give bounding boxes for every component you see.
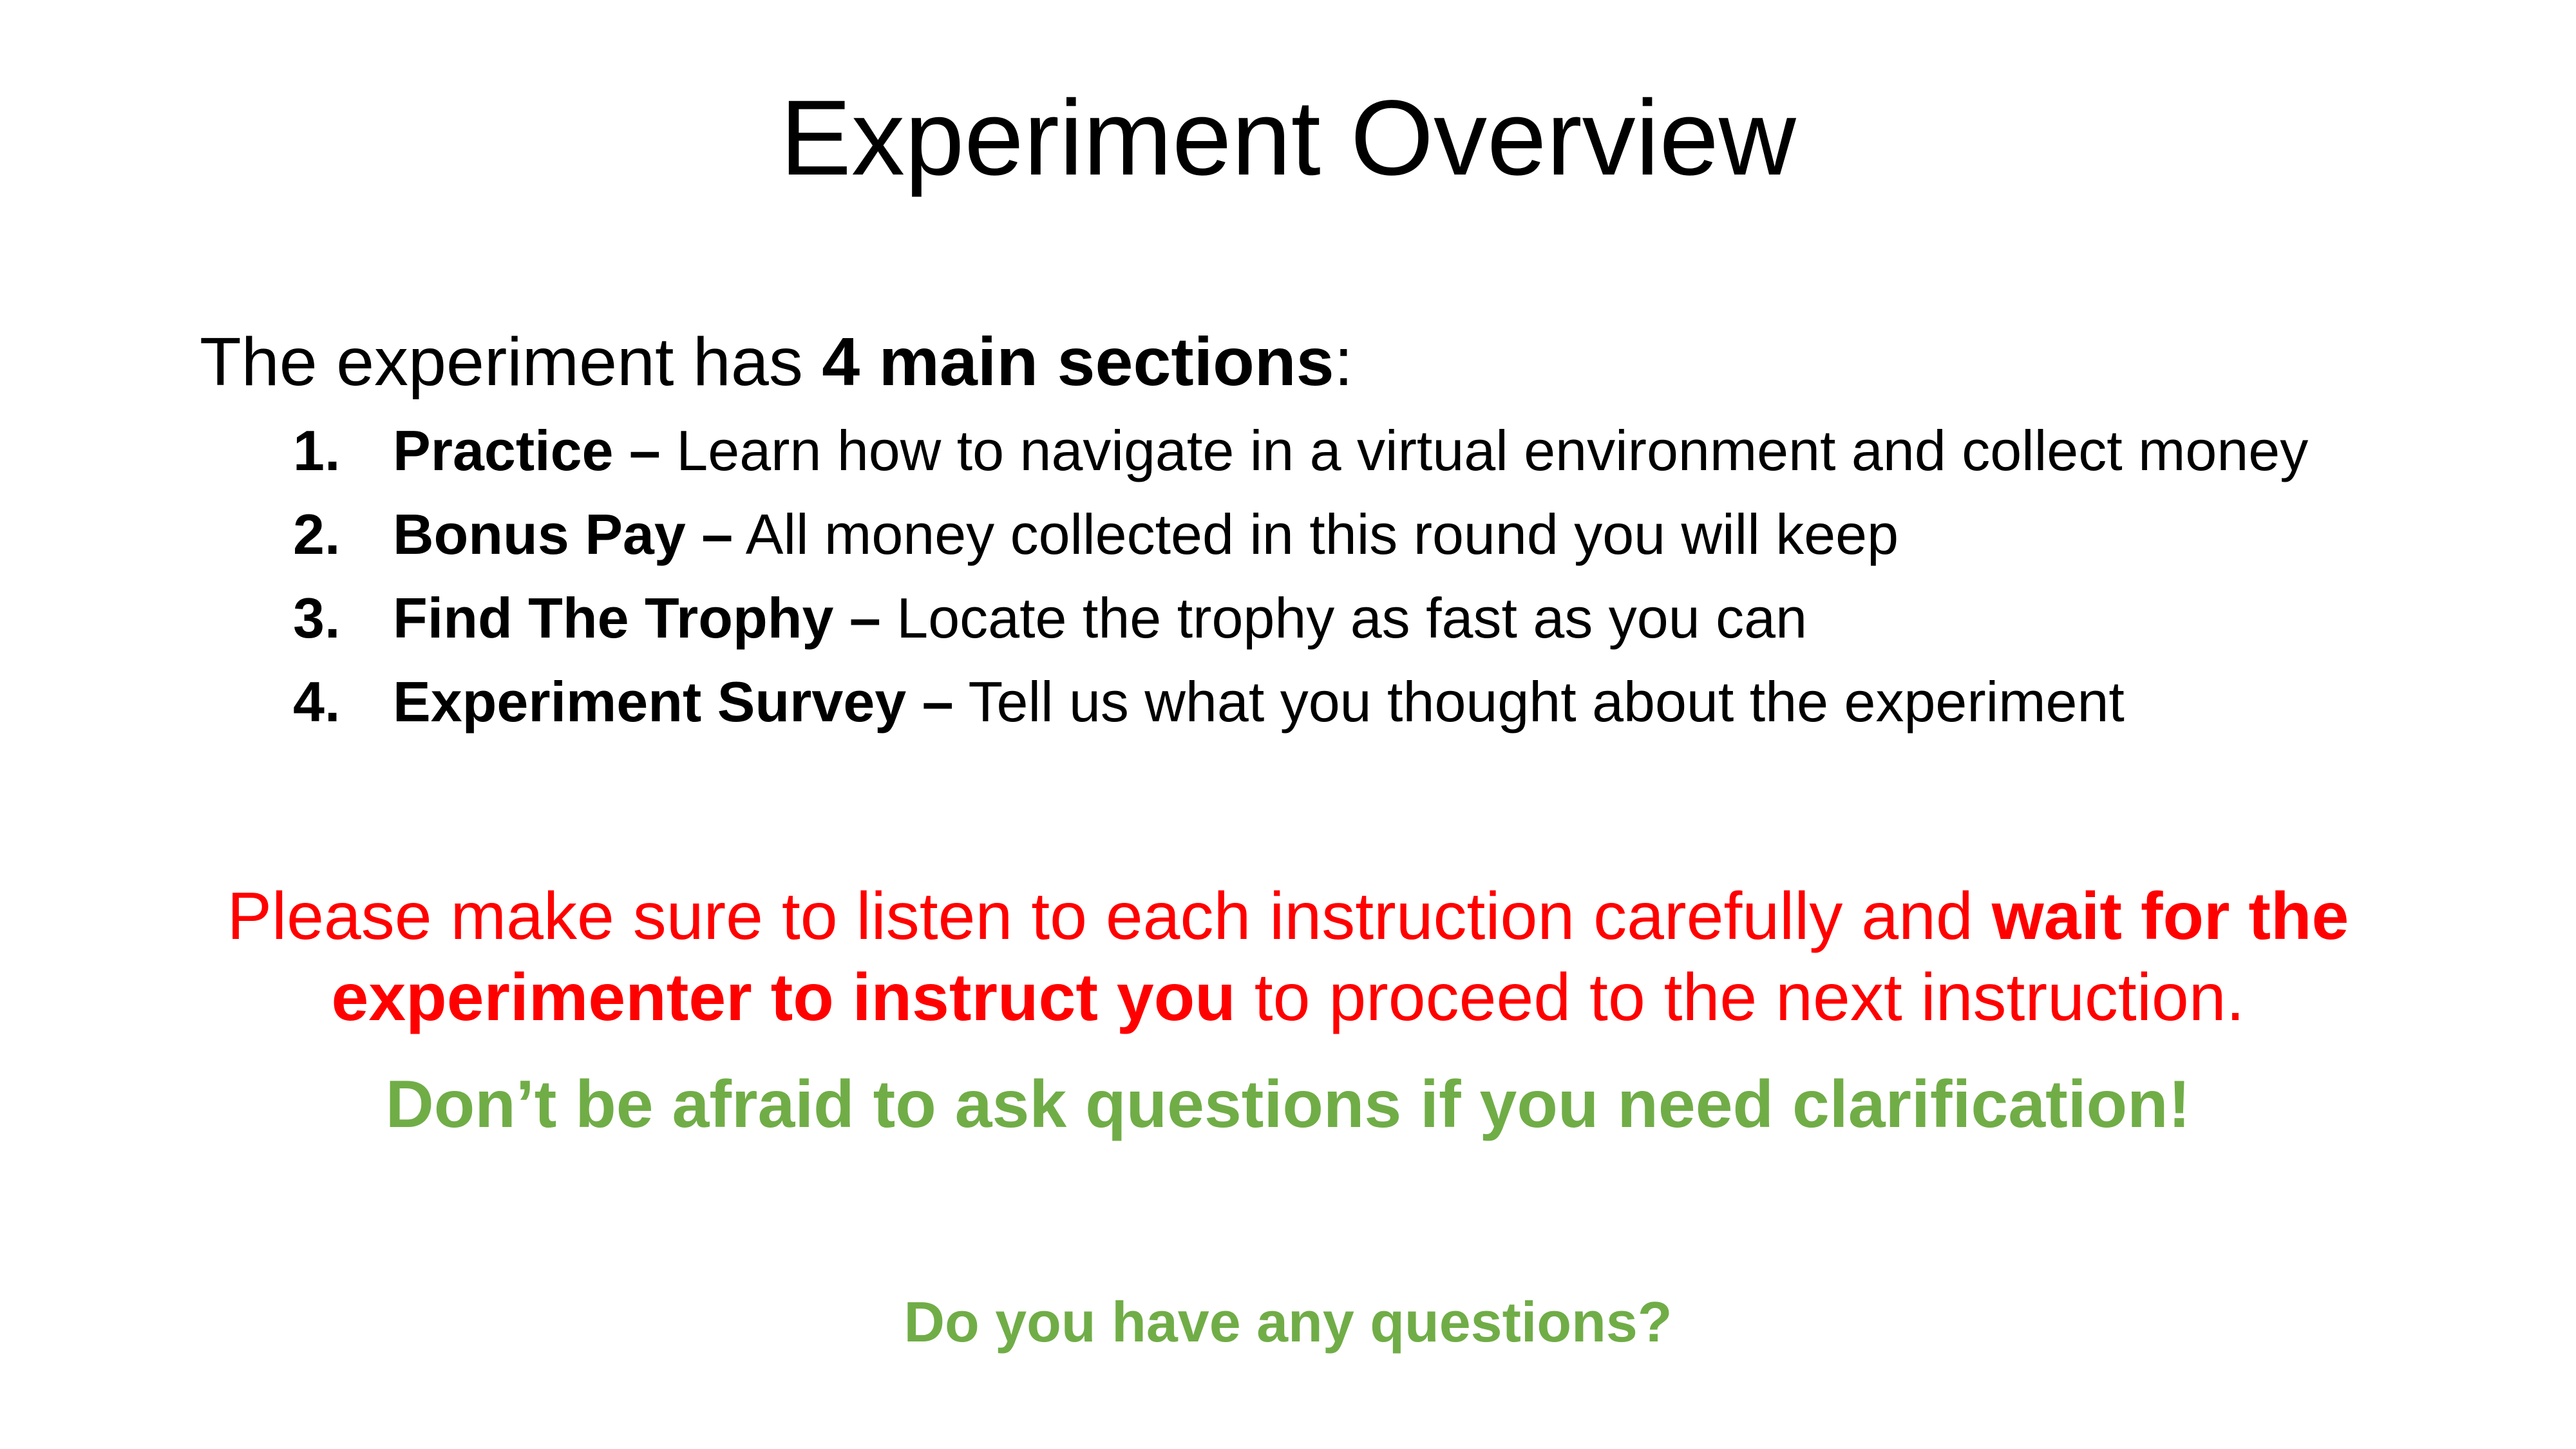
instruction-note-emphasis-2: experimenter to instruct you xyxy=(331,960,1235,1035)
section-name: Find The Trophy – xyxy=(393,586,881,650)
slide-title: Experiment Overview xyxy=(0,77,2576,200)
encouragement-note: Don’t be afraid to ask questions if you … xyxy=(0,1064,2576,1145)
instruction-note-emphasis-1: wait for the xyxy=(1992,879,2349,954)
section-item-bonus-pay: 2. Bonus Pay – All money collected in thi… xyxy=(293,501,2308,585)
section-name: Practice – xyxy=(393,419,661,482)
section-name: Bonus Pay – xyxy=(393,502,733,566)
intro-emphasis: 4 main sections xyxy=(822,324,1334,400)
section-number: 2. xyxy=(293,501,393,568)
intro-line: The experiment has 4 main sections: xyxy=(200,322,1353,402)
instruction-note-part2: to proceed to the next instruction. xyxy=(1236,960,2245,1035)
instruction-note-part1: Please make sure to listen to each instr… xyxy=(227,879,1992,954)
closing-question: Do you have any questions? xyxy=(0,1288,2576,1356)
section-description: Learn how to navigate in a virtual envir… xyxy=(661,419,2308,482)
section-number: 3. xyxy=(293,585,393,652)
intro-prefix: The experiment has xyxy=(200,324,822,400)
section-item-find-the-trophy: 3. Find The Trophy – Locate the trophy as… xyxy=(293,585,2308,668)
section-description: Locate the trophy as fast as you can xyxy=(881,586,1807,650)
section-number: 1. xyxy=(293,417,393,484)
sections-list: 1. Practice – Learn how to navigate in a … xyxy=(293,417,2308,752)
section-number: 4. xyxy=(293,668,393,735)
intro-suffix: : xyxy=(1334,324,1353,400)
section-description: Tell us what you thought about the exper… xyxy=(954,670,2125,734)
section-item-practice: 1. Practice – Learn how to navigate in a … xyxy=(293,417,2308,501)
section-description: All money collected in this round you wi… xyxy=(733,502,1899,566)
section-name: Experiment Survey – xyxy=(393,670,954,734)
section-item-experiment-survey: 4. Experiment Survey – Tell us what you t… xyxy=(293,668,2308,752)
instruction-note: Please make sure to listen to each instr… xyxy=(0,876,2576,1038)
